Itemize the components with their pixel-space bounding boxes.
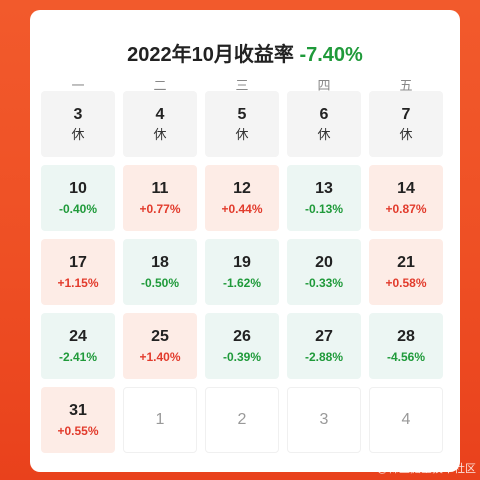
daily-return: +0.44% [221, 202, 263, 216]
day-cell[interactable]: 20 -0.33% [287, 239, 361, 305]
day-cell[interactable]: 21 +0.58% [369, 239, 443, 305]
daily-return: -0.13% [304, 202, 344, 216]
day-cell[interactable]: 19 -1.62% [205, 239, 279, 305]
weekday-header: 一 二 三 四 五 [41, 78, 451, 94]
day-cell[interactable]: 26 -0.39% [205, 313, 279, 379]
day-cell[interactable]: 31 +0.55% [41, 387, 115, 453]
day-grid: 3 休 4 休 5 休 6 休 7 休 10 -0.40% 11 +0.77% 12 +0.44% 13 -0.1… [41, 91, 451, 453]
daily-return: +0.87% [385, 202, 427, 216]
daily-return: -0.40% [58, 202, 98, 216]
day-number: 11 [151, 180, 169, 197]
day-number: 2 [237, 411, 247, 428]
holiday-label: 休 [317, 127, 331, 142]
title-text: 2022年10月收益率 [127, 44, 294, 66]
daily-return: -1.62% [222, 276, 262, 290]
day-cell[interactable]: 18 -0.50% [123, 239, 197, 305]
day-number: 12 [233, 180, 251, 197]
holiday-label: 休 [71, 127, 85, 142]
day-number: 4 [401, 411, 411, 428]
weekday-wed: 三 [235, 78, 249, 93]
weekday-fri: 五 [399, 78, 413, 93]
day-number: 13 [315, 180, 333, 197]
day-cell[interactable]: 17 +1.15% [41, 239, 115, 305]
daily-return: +0.58% [385, 276, 427, 290]
day-cell[interactable]: 14 +0.87% [369, 165, 443, 231]
daily-return: -0.39% [222, 350, 262, 364]
daily-return: +1.40% [139, 350, 181, 364]
day-cell[interactable]: 24 -2.41% [41, 313, 115, 379]
day-number: 28 [397, 328, 415, 345]
daily-return: -2.88% [304, 350, 344, 364]
day-cell[interactable]: 13 -0.13% [287, 165, 361, 231]
day-cell[interactable]: 3 [287, 387, 361, 453]
watermark: @稀土掘金技术社区 [376, 463, 476, 475]
holiday-label: 休 [235, 127, 249, 142]
day-number: 21 [397, 254, 415, 271]
day-number: 18 [151, 254, 169, 271]
daily-return: -4.56% [386, 350, 426, 364]
day-number: 10 [69, 180, 87, 197]
day-number: 17 [69, 254, 87, 271]
day-number: 24 [69, 328, 87, 345]
day-cell[interactable]: 28 -4.56% [369, 313, 443, 379]
daily-return: -0.33% [304, 276, 344, 290]
day-cell[interactable]: 2 [205, 387, 279, 453]
day-number: 4 [155, 106, 165, 123]
day-number: 20 [315, 254, 333, 271]
day-cell[interactable]: 1 [123, 387, 197, 453]
page-title: 2022年10月收益率 -7.40% [30, 38, 460, 67]
day-number: 3 [319, 411, 329, 428]
day-number: 14 [397, 180, 415, 197]
day-cell[interactable]: 4 [369, 387, 443, 453]
holiday-label: 休 [399, 127, 413, 142]
day-number: 19 [233, 254, 251, 271]
day-number: 6 [319, 106, 329, 123]
day-number: 27 [315, 328, 333, 345]
daily-return: -2.41% [58, 350, 98, 364]
day-number: 3 [73, 106, 83, 123]
daily-return: +0.77% [139, 202, 181, 216]
day-number: 7 [401, 106, 411, 123]
day-number: 1 [155, 411, 165, 428]
weekday-tue: 二 [153, 78, 167, 93]
monthly-rate: -7.40% [299, 44, 363, 66]
day-cell[interactable]: 11 +0.77% [123, 165, 197, 231]
daily-return: +1.15% [57, 276, 99, 290]
day-number: 25 [151, 328, 169, 345]
day-cell[interactable]: 10 -0.40% [41, 165, 115, 231]
day-cell[interactable]: 25 +1.40% [123, 313, 197, 379]
day-number: 5 [237, 106, 247, 123]
day-cell[interactable]: 27 -2.88% [287, 313, 361, 379]
daily-return: +0.55% [57, 424, 99, 438]
day-number: 31 [69, 402, 87, 419]
day-cell[interactable]: 12 +0.44% [205, 165, 279, 231]
day-number: 26 [233, 328, 251, 345]
holiday-label: 休 [153, 127, 167, 142]
weekday-thu: 四 [317, 78, 331, 93]
weekday-mon: 一 [71, 78, 85, 93]
daily-return: -0.50% [140, 276, 180, 290]
